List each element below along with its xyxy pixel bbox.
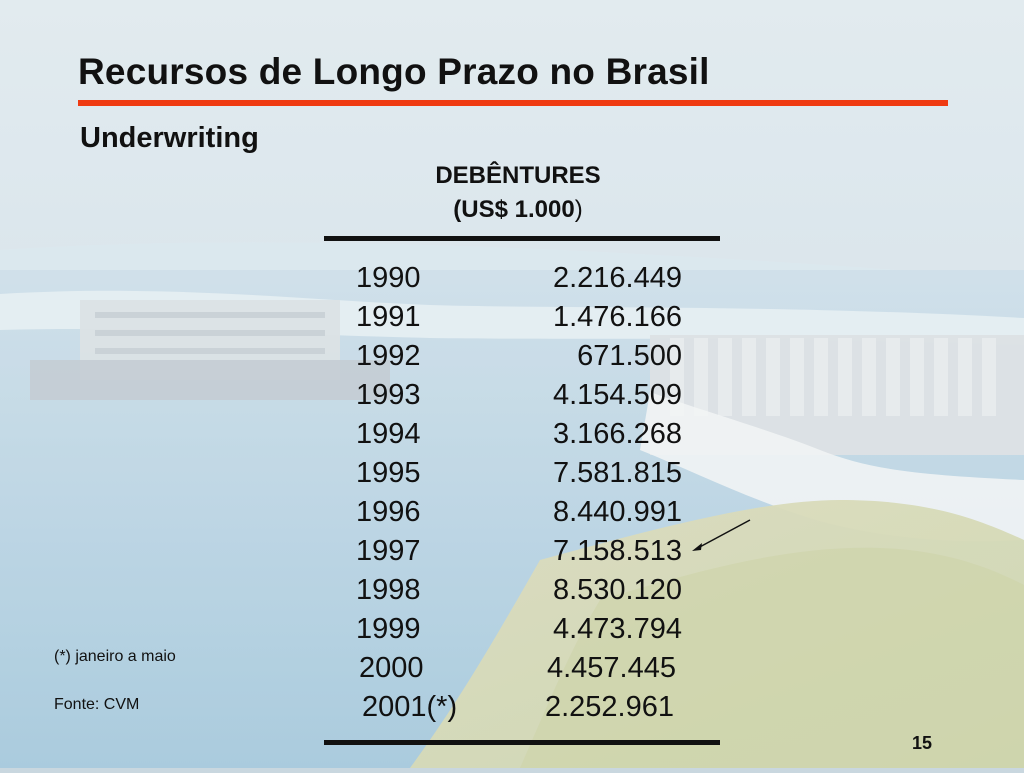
table-row: 2001(*) 2.252.961 bbox=[330, 691, 690, 730]
table-unit-label: (US$ 1.000) bbox=[408, 196, 628, 224]
year-cell: 1991 bbox=[356, 301, 421, 333]
table-unit-close: ) bbox=[574, 196, 583, 223]
year-cell: 1996 bbox=[356, 496, 421, 528]
page-number: 15 bbox=[912, 733, 933, 753]
year-cell: 2001(*) bbox=[362, 691, 458, 723]
table-bottom-rule bbox=[324, 740, 720, 745]
table-row: 1994 3.166.268 bbox=[330, 418, 690, 457]
year-cell: 1994 bbox=[356, 418, 421, 450]
footnote: (*) janeiro a maio bbox=[54, 648, 176, 665]
value-cell: 7.158.513 bbox=[552, 535, 682, 567]
year-cell: 1990 bbox=[356, 262, 421, 294]
value-cell: 3.166.268 bbox=[552, 418, 682, 450]
year-cell: 1997 bbox=[356, 535, 421, 567]
slide-subtitle: Underwriting bbox=[80, 122, 259, 154]
table-heading: DEBÊNTURES bbox=[435, 162, 601, 189]
value-cell: 7.581.815 bbox=[552, 457, 682, 489]
table-row: 1999 4.473.794 bbox=[330, 613, 690, 652]
year-cell: 1995 bbox=[356, 457, 421, 489]
table-row: 1995 7.581.815 bbox=[330, 457, 690, 496]
value-cell: 671.500 bbox=[577, 340, 682, 372]
title-underline bbox=[78, 100, 948, 106]
table-row: 1998 8.530.120 bbox=[330, 574, 690, 613]
value-cell: 4.457.445 bbox=[546, 652, 676, 684]
table-row: 2000 4.457.445 bbox=[330, 652, 690, 691]
value-cell: 2.216.449 bbox=[552, 262, 682, 294]
table-row: 1992 671.500 bbox=[330, 340, 690, 379]
value-cell: 4.154.509 bbox=[552, 379, 682, 411]
year-cell: 2000 bbox=[359, 652, 424, 684]
pointer-arrow-icon bbox=[692, 519, 751, 551]
value-cell: 8.440.991 bbox=[552, 496, 682, 528]
table-row: 1993 4.154.509 bbox=[330, 379, 690, 418]
value-cell: 2.252.961 bbox=[544, 691, 674, 723]
table-row: 1991 1.476.166 bbox=[330, 301, 690, 340]
value-cell: 4.473.794 bbox=[552, 613, 682, 645]
value-cell: 8.530.120 bbox=[552, 574, 682, 606]
table-top-rule bbox=[324, 236, 720, 241]
source-note: Fonte: CVM bbox=[54, 696, 140, 713]
debentures-table: 1990 2.216.449 1991 1.476.166 1992 671.5… bbox=[330, 262, 690, 730]
year-cell: 1998 bbox=[356, 574, 421, 606]
table-row: 1997 7.158.513 bbox=[330, 535, 690, 574]
slide-title: Recursos de Longo Prazo no Brasil bbox=[78, 51, 710, 92]
table-row: 1996 8.440.991 bbox=[330, 496, 690, 535]
year-cell: 1993 bbox=[356, 379, 421, 411]
table-row: 1990 2.216.449 bbox=[330, 262, 690, 301]
year-cell: 1992 bbox=[356, 340, 421, 372]
table-unit-main: (US$ 1.000 bbox=[453, 196, 575, 223]
value-cell: 1.476.166 bbox=[552, 301, 682, 333]
year-cell: 1999 bbox=[356, 613, 421, 645]
